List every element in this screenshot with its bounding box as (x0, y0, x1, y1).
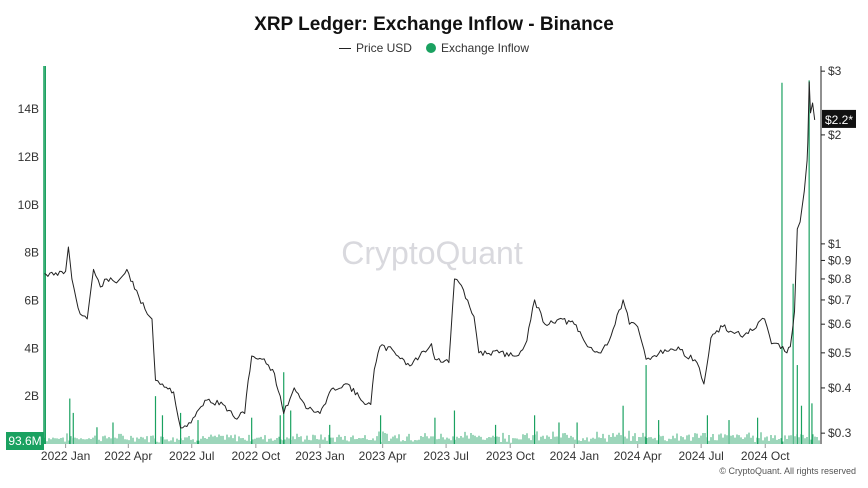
current-inflow-badge: 93.6M (6, 432, 44, 450)
right-tick-label: $0.4 (828, 381, 852, 395)
x-axis-ticks: 2022 Jan 2022 Apr 2022 Jul 2022 Oct 2023 Jan… (41, 444, 790, 463)
right-tick-label: $0.3 (828, 426, 852, 440)
right-tick-label: $0.8 (828, 272, 852, 286)
watermark: CryptoQuant (341, 235, 523, 271)
x-tick-label: 2024 Jul (678, 449, 723, 463)
inflow-series (44, 66, 820, 444)
legend-item-price[interactable]: Price USD (338, 41, 412, 55)
x-tick-label: 2022 Oct (231, 449, 280, 463)
left-tick-label: 8B (24, 246, 39, 260)
left-tick-label: 10B (18, 198, 39, 212)
current-price-badge: $2.2* (822, 109, 856, 128)
current-inflow-label: 93.6M (8, 434, 41, 448)
x-tick-label: 2023 Oct (486, 449, 535, 463)
current-price-label: $2.2* (825, 113, 853, 127)
x-tick-label: 2024 Oct (741, 449, 790, 463)
x-tick-label: 2023 Apr (359, 449, 407, 463)
x-tick-label: 2022 Apr (104, 449, 152, 463)
right-tick-label: $0.7 (828, 293, 852, 307)
legend-dot-icon (425, 43, 436, 53)
x-tick-label: 2024 Jan (550, 449, 599, 463)
left-axis-ticks: 2B 4B 6B 8B 10B 12B 14B (18, 102, 39, 403)
left-tick-label: 4B (24, 341, 39, 355)
right-tick-label: $3 (828, 64, 842, 78)
legend-label-inflow: Exchange Inflow (440, 41, 530, 55)
chart-title: XRP Ledger: Exchange Inflow - Binance (254, 14, 614, 35)
copyright: © CryptoQuant. All rights reserved (719, 466, 856, 476)
left-tick-label: 12B (18, 150, 39, 164)
left-tick-label: 6B (24, 293, 39, 307)
x-tick-label: 2023 Jan (295, 449, 344, 463)
x-tick-label: 2022 Jan (41, 449, 90, 463)
legend-label-price: Price USD (355, 41, 412, 55)
left-tick-label: 14B (18, 102, 39, 116)
x-tick-label: 2024 Apr (614, 449, 662, 463)
legend-item-inflow[interactable]: Exchange Inflow (425, 41, 530, 55)
price-line (43, 81, 816, 429)
right-tick-label: $1 (828, 237, 842, 251)
right-tick-label: $0.5 (828, 346, 852, 360)
right-tick-label: $0.6 (828, 317, 852, 331)
right-axis-ticks: $0.3 $0.4 $0.5 $0.6 $0.7 $0.8 $0.9 $1 $2 $3 (821, 64, 852, 440)
right-tick-label: $2 (828, 128, 842, 142)
legend: Price USD Exchange Inflow (0, 41, 868, 55)
legend-line-icon (338, 47, 351, 49)
left-tick-label: 2B (24, 389, 39, 403)
x-tick-label: 2023 Jul (423, 449, 468, 463)
right-tick-label: $0.9 (828, 253, 852, 267)
x-tick-label: 2022 Jul (169, 449, 214, 463)
price-series (43, 81, 816, 429)
